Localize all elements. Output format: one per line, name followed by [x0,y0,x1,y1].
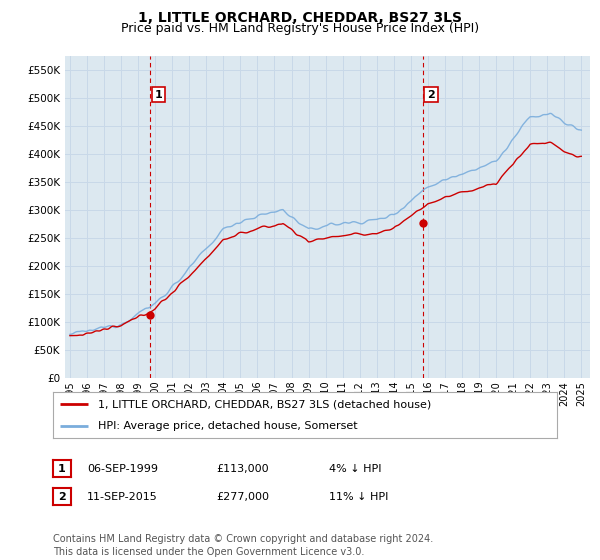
Text: 06-SEP-1999: 06-SEP-1999 [87,464,158,474]
Text: £113,000: £113,000 [216,464,269,474]
Text: 1: 1 [58,464,65,474]
Text: 1: 1 [154,90,162,100]
Text: 2: 2 [427,90,435,100]
Text: 1, LITTLE ORCHARD, CHEDDAR, BS27 3LS: 1, LITTLE ORCHARD, CHEDDAR, BS27 3LS [138,11,462,25]
Text: 11-SEP-2015: 11-SEP-2015 [87,492,158,502]
Text: 1, LITTLE ORCHARD, CHEDDAR, BS27 3LS (detached house): 1, LITTLE ORCHARD, CHEDDAR, BS27 3LS (de… [98,399,431,409]
Text: 2: 2 [58,492,65,502]
Text: £277,000: £277,000 [216,492,269,502]
Text: HPI: Average price, detached house, Somerset: HPI: Average price, detached house, Some… [98,421,358,431]
Text: 4% ↓ HPI: 4% ↓ HPI [329,464,382,474]
Text: 11% ↓ HPI: 11% ↓ HPI [329,492,388,502]
Text: Contains HM Land Registry data © Crown copyright and database right 2024.
This d: Contains HM Land Registry data © Crown c… [53,534,433,557]
Text: Price paid vs. HM Land Registry's House Price Index (HPI): Price paid vs. HM Land Registry's House … [121,22,479,35]
